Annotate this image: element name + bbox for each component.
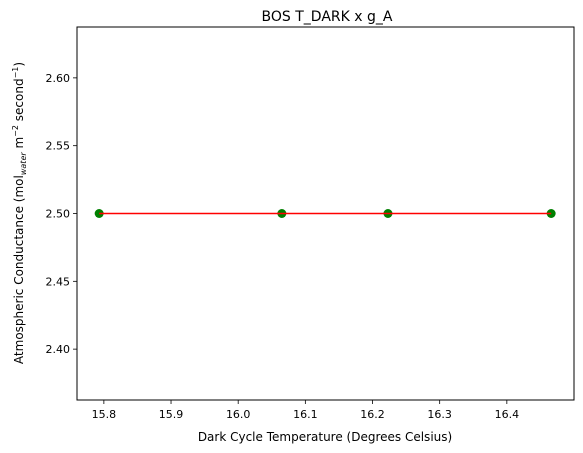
- x-axis-ticks: 15.8 15.9 16.0 16.1 16.2 16.3 16.4: [92, 400, 519, 421]
- x-tick-label: 16.1: [293, 408, 318, 421]
- x-axis-label: Dark Cycle Temperature (Degrees Celsius): [198, 430, 452, 444]
- y-axis-label-sup1: −2: [11, 125, 20, 137]
- x-tick-label: 15.8: [92, 408, 117, 421]
- y-tick-label: 2.45: [46, 275, 71, 288]
- y-tick-label: 2.50: [46, 208, 71, 221]
- plot-area: [94, 209, 556, 218]
- x-tick-label: 15.9: [159, 408, 184, 421]
- y-axis-label-mid2: second: [12, 78, 26, 125]
- x-tick-label: 16.3: [427, 408, 452, 421]
- chart-title: BOS T_DARK x g_A: [262, 9, 393, 25]
- y-axis-label-sub: water: [19, 152, 28, 176]
- x-tick-label: 16.2: [360, 408, 385, 421]
- y-axis-label-mid1: m: [12, 137, 26, 153]
- y-tick-label: 2.60: [46, 72, 71, 85]
- y-axis-ticks: 2.40 2.45 2.50 2.55 2.60: [46, 72, 77, 356]
- x-tick-label: 16.0: [226, 408, 251, 421]
- y-axis-label-suffix: ): [12, 62, 26, 67]
- y-axis-label-prefix: Atmospheric Conductance (mol: [12, 175, 26, 364]
- y-axis-label: Atmospheric Conductance (molwater m−2 se…: [11, 62, 28, 364]
- x-tick-label: 16.4: [495, 408, 520, 421]
- y-tick-label: 2.55: [46, 140, 71, 153]
- y-tick-label: 2.40: [46, 343, 71, 356]
- y-axis-label-sup2: −1: [11, 67, 20, 79]
